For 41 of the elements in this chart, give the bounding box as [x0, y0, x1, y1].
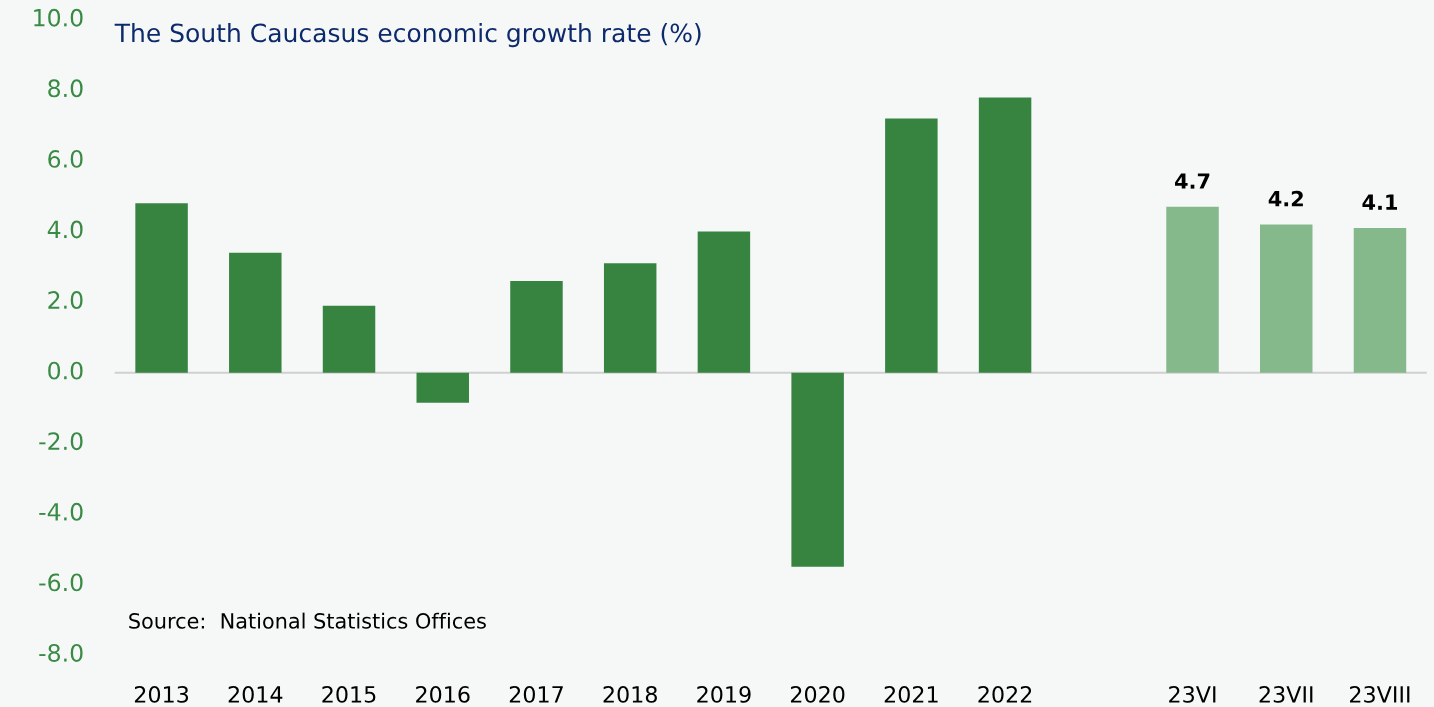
bar: [135, 203, 188, 373]
bar: [322, 305, 376, 373]
x-tick-label: 2017: [509, 685, 563, 703]
bar: [416, 372, 469, 403]
x-tick-label: 2018: [603, 685, 657, 703]
y-tick-label: 8.0: [48, 79, 83, 98]
bar: [229, 252, 282, 373]
annotation: Source: National Statistics Offices: [129, 612, 486, 629]
x-tick-label: 23VIII: [1350, 685, 1410, 703]
y-tick-label: 10.0: [34, 8, 83, 27]
bar: [978, 97, 1032, 373]
chart-title: The South Caucasus economic growth rate (%): [114, 22, 701, 48]
x-tick-label: 2022: [978, 685, 1032, 703]
y-tick-label: 6.0: [48, 149, 83, 168]
x-tick-label: 2019: [697, 685, 751, 703]
bar: [510, 280, 563, 373]
y-tick-label: 4.0: [47, 220, 83, 239]
x-tick-label: 2021: [884, 685, 938, 703]
bar: [603, 263, 657, 373]
y-tick-label: -4.0: [39, 502, 83, 521]
y-tick-label: 2.0: [48, 291, 83, 309]
x-tick-label: 23VI: [1169, 685, 1216, 703]
data-label: 4.7: [1175, 173, 1210, 189]
bar: [885, 118, 938, 373]
bar: [791, 372, 844, 567]
data-label: 4.2: [1268, 190, 1303, 207]
x-tick-label: 2015: [322, 685, 376, 703]
bar: [1353, 228, 1407, 373]
y-tick-label: -2.0: [39, 432, 83, 451]
x-tick-label: 2013: [134, 685, 189, 703]
x-tick-label: 2020: [790, 685, 845, 703]
data-label: 4.1: [1362, 194, 1397, 210]
y-tick-label: -8.0: [39, 644, 83, 662]
bar: [1166, 206, 1219, 373]
x-tick-label: 2016: [416, 685, 470, 703]
bar: [697, 231, 751, 373]
bar: [1260, 224, 1313, 373]
y-tick-label: 0.0: [48, 361, 83, 380]
x-tick-label: 2014: [228, 685, 283, 703]
x-tick-label: 23VII: [1259, 685, 1313, 703]
y-tick-label: -6.0: [39, 573, 83, 592]
